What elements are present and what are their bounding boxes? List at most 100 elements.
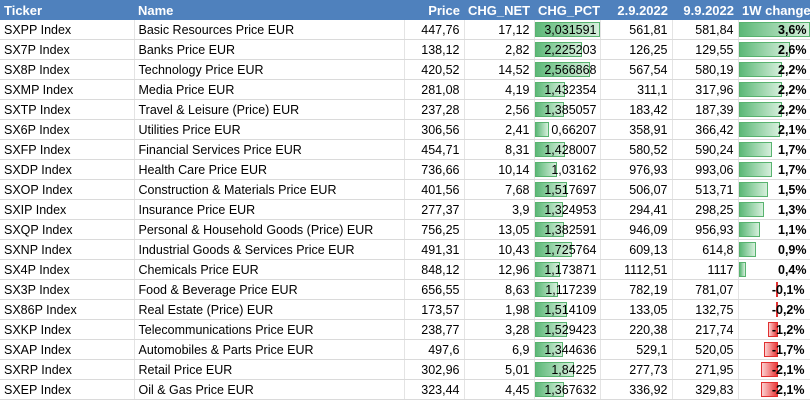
- cell-1w-change[interactable]: 2,1%: [738, 119, 810, 140]
- cell-price[interactable]: 497,6: [404, 339, 465, 360]
- cell-price[interactable]: 756,25: [404, 219, 465, 240]
- cell-date-1[interactable]: 183,42: [600, 99, 673, 120]
- cell-price[interactable]: 138,12: [404, 39, 465, 60]
- cell-date-2[interactable]: 580,19: [672, 59, 739, 80]
- cell-name[interactable]: Technology Price EUR: [134, 59, 405, 80]
- cell-chg-net[interactable]: 13,05: [464, 219, 535, 240]
- cell-date-2[interactable]: 956,93: [672, 219, 739, 240]
- cell-date-1[interactable]: 126,25: [600, 39, 673, 60]
- cell-price[interactable]: 848,12: [404, 259, 465, 280]
- cell-ticker[interactable]: SXPP Index: [0, 20, 135, 40]
- cell-ticker[interactable]: SXMP Index: [0, 79, 135, 100]
- cell-ticker[interactable]: SX6P Index: [0, 119, 135, 140]
- cell-price[interactable]: 454,71: [404, 139, 465, 160]
- cell-price[interactable]: 656,55: [404, 279, 465, 300]
- header-ticker[interactable]: Ticker: [0, 0, 134, 20]
- cell-date-1[interactable]: 133,05: [600, 299, 673, 320]
- cell-price[interactable]: 306,56: [404, 119, 465, 140]
- cell-date-2[interactable]: 513,71: [672, 179, 739, 200]
- cell-chg-pct[interactable]: 2,225203: [534, 39, 601, 60]
- cell-date-2[interactable]: 329,83: [672, 379, 739, 400]
- cell-chg-net[interactable]: 10,43: [464, 239, 535, 260]
- cell-chg-pct[interactable]: 1,84225: [534, 359, 601, 380]
- cell-chg-net[interactable]: 14,52: [464, 59, 535, 80]
- cell-name[interactable]: Personal & Household Goods (Price) EUR: [134, 219, 405, 240]
- cell-ticker[interactable]: SX3P Index: [0, 279, 135, 300]
- cell-price[interactable]: 302,96: [404, 359, 465, 380]
- cell-date-2[interactable]: 1117: [672, 259, 739, 280]
- cell-chg-pct[interactable]: 1,725764: [534, 239, 601, 260]
- cell-chg-net[interactable]: 8,63: [464, 279, 535, 300]
- cell-ticker[interactable]: SXFP Index: [0, 139, 135, 160]
- cell-ticker[interactable]: SXOP Index: [0, 179, 135, 200]
- cell-price[interactable]: 323,44: [404, 379, 465, 400]
- cell-price[interactable]: 277,37: [404, 199, 465, 220]
- cell-chg-pct[interactable]: 1,385057: [534, 99, 601, 120]
- cell-price[interactable]: 420,52: [404, 59, 465, 80]
- cell-1w-change[interactable]: 0,9%: [738, 239, 810, 260]
- cell-chg-net[interactable]: 4,19: [464, 79, 535, 100]
- cell-name[interactable]: Basic Resources Price EUR: [134, 20, 405, 40]
- cell-1w-change[interactable]: 2,2%: [738, 79, 810, 100]
- cell-1w-change[interactable]: 2,2%: [738, 59, 810, 80]
- cell-1w-change[interactable]: -1,2%: [738, 319, 810, 340]
- cell-name[interactable]: Utilities Price EUR: [134, 119, 405, 140]
- cell-date-2[interactable]: 781,07: [672, 279, 739, 300]
- cell-chg-pct[interactable]: 0,66207: [534, 119, 601, 140]
- cell-chg-pct[interactable]: 1,173871: [534, 259, 601, 280]
- cell-price[interactable]: 401,56: [404, 179, 465, 200]
- cell-chg-pct[interactable]: 2,566868: [534, 59, 601, 80]
- cell-name[interactable]: Telecommunications Price EUR: [134, 319, 405, 340]
- cell-chg-pct[interactable]: 1,382591: [534, 219, 601, 240]
- cell-date-2[interactable]: 993,06: [672, 159, 739, 180]
- cell-chg-net[interactable]: 4,45: [464, 379, 535, 400]
- cell-chg-pct[interactable]: 1,117239: [534, 279, 601, 300]
- cell-ticker[interactable]: SXTP Index: [0, 99, 135, 120]
- cell-1w-change[interactable]: -0,2%: [738, 299, 810, 320]
- header-price[interactable]: Price: [404, 0, 464, 20]
- cell-name[interactable]: Travel & Leisure (Price) EUR: [134, 99, 405, 120]
- cell-name[interactable]: Financial Services Price EUR: [134, 139, 405, 160]
- cell-date-2[interactable]: 217,74: [672, 319, 739, 340]
- cell-date-1[interactable]: 976,93: [600, 159, 673, 180]
- cell-name[interactable]: Chemicals Price EUR: [134, 259, 405, 280]
- cell-date-1[interactable]: 220,38: [600, 319, 673, 340]
- cell-chg-net[interactable]: 1,98: [464, 299, 535, 320]
- cell-price[interactable]: 173,57: [404, 299, 465, 320]
- cell-price[interactable]: 447,76: [404, 20, 465, 40]
- cell-date-2[interactable]: 129,55: [672, 39, 739, 60]
- cell-1w-change[interactable]: 1,5%: [738, 179, 810, 200]
- cell-date-2[interactable]: 520,05: [672, 339, 739, 360]
- cell-1w-change[interactable]: 1,7%: [738, 159, 810, 180]
- cell-chg-pct[interactable]: 1,324953: [534, 199, 601, 220]
- cell-chg-net[interactable]: 3,28: [464, 319, 535, 340]
- cell-chg-net[interactable]: 12,96: [464, 259, 535, 280]
- cell-chg-net[interactable]: 2,82: [464, 39, 535, 60]
- cell-ticker[interactable]: SXQP Index: [0, 219, 135, 240]
- cell-chg-pct[interactable]: 1,529423: [534, 319, 601, 340]
- cell-chg-net[interactable]: 7,68: [464, 179, 535, 200]
- cell-date-1[interactable]: 311,1: [600, 79, 673, 100]
- cell-ticker[interactable]: SX8P Index: [0, 59, 135, 80]
- cell-1w-change[interactable]: -0,1%: [738, 279, 810, 300]
- cell-ticker[interactable]: SXNP Index: [0, 239, 135, 260]
- cell-chg-pct[interactable]: 1,344636: [534, 339, 601, 360]
- cell-price[interactable]: 238,77: [404, 319, 465, 340]
- cell-date-1[interactable]: 946,09: [600, 219, 673, 240]
- cell-chg-net[interactable]: 5,01: [464, 359, 535, 380]
- cell-date-2[interactable]: 298,25: [672, 199, 739, 220]
- cell-ticker[interactable]: SXEP Index: [0, 379, 135, 400]
- cell-1w-change[interactable]: 0,4%: [738, 259, 810, 280]
- cell-chg-net[interactable]: 8,31: [464, 139, 535, 160]
- header-chg-pct[interactable]: CHG_PCT: [534, 0, 600, 20]
- cell-ticker[interactable]: SXIP Index: [0, 199, 135, 220]
- cell-date-1[interactable]: 336,92: [600, 379, 673, 400]
- header-1w-change[interactable]: 1W change: [738, 0, 810, 20]
- cell-name[interactable]: Oil & Gas Price EUR: [134, 379, 405, 400]
- cell-1w-change[interactable]: 2,6%: [738, 39, 810, 60]
- cell-date-2[interactable]: 187,39: [672, 99, 739, 120]
- cell-date-1[interactable]: 561,81: [600, 20, 673, 40]
- cell-date-2[interactable]: 132,75: [672, 299, 739, 320]
- cell-name[interactable]: Construction & Materials Price EUR: [134, 179, 405, 200]
- cell-date-1[interactable]: 567,54: [600, 59, 673, 80]
